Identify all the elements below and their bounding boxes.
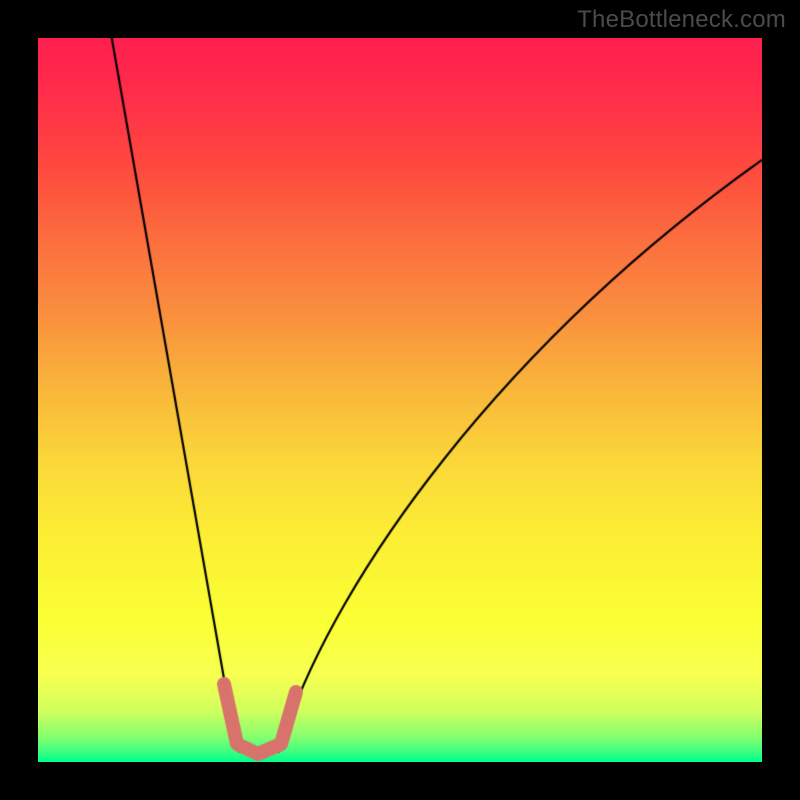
valley-curve (38, 38, 762, 762)
chart-frame: TheBottleneck.com (0, 0, 800, 800)
plot-area (38, 38, 762, 762)
watermark-text: TheBottleneck.com (577, 6, 786, 34)
